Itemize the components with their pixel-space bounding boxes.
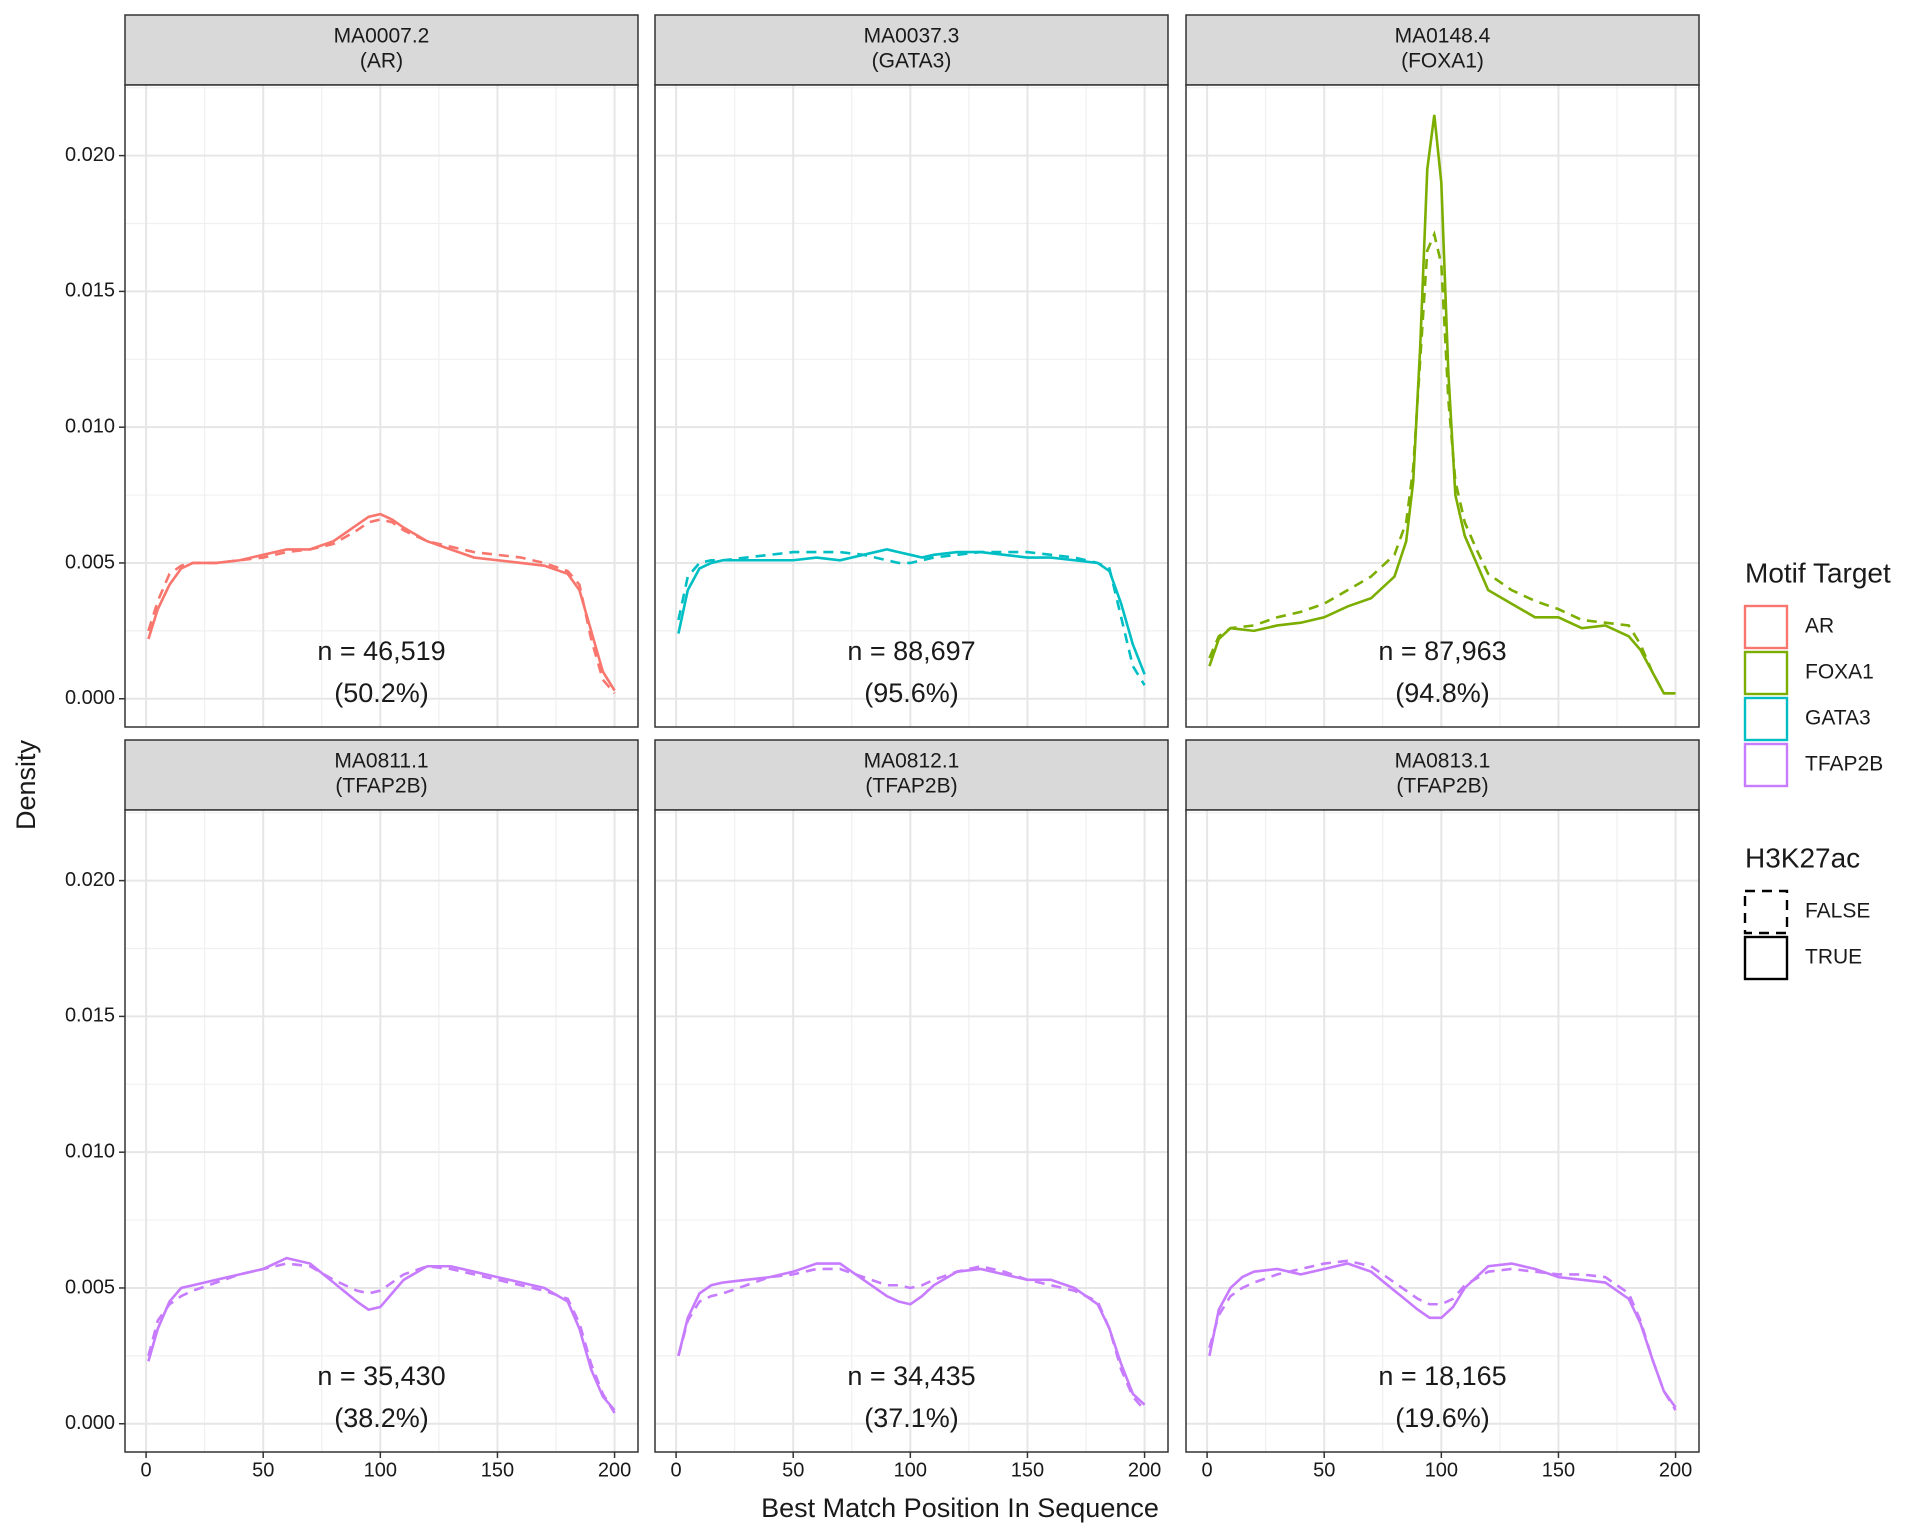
annotation: n = 34,435: [847, 1361, 975, 1391]
legend-title: H3K27ac: [1745, 842, 1860, 873]
x-tick-label: 50: [252, 1459, 274, 1481]
panel-lines: [1208, 114, 1676, 695]
legend-label: TRUE: [1805, 946, 1862, 969]
density-line: [1208, 1259, 1677, 1411]
legend-label: FALSE: [1805, 900, 1870, 923]
panel-border: [124, 84, 639, 728]
y-axis-title: Density: [11, 739, 41, 830]
y-tick-label: 0.000: [65, 687, 115, 709]
strip-label: MA0811.1: [334, 750, 428, 773]
annotation: n = 18,165: [1378, 1361, 1506, 1391]
y-tick-label: 0.015: [65, 1005, 115, 1027]
x-tick-label: 150: [1011, 1459, 1044, 1481]
density-line: [147, 1262, 616, 1414]
strip-label: MA0812.1: [864, 750, 960, 773]
legend-label: FOXA1: [1805, 661, 1874, 684]
legend-key: [1743, 742, 1789, 788]
x-tick-label: 100: [364, 1459, 397, 1481]
strip-label: (FOXA1): [1401, 50, 1484, 73]
panel-bg: [125, 810, 638, 1452]
panel-lines: [147, 512, 616, 695]
panel-bg: [1186, 810, 1699, 1452]
density-line: [677, 1264, 1146, 1412]
y-tick-label: 0.020: [65, 869, 115, 891]
strip-label: MA0037.3: [864, 25, 960, 48]
y-tick-label: 0.010: [65, 1140, 115, 1162]
y-tick-label: 0.020: [65, 144, 115, 166]
strip-label: (GATA3): [872, 50, 952, 73]
x-tick-label: 100: [1425, 1459, 1458, 1481]
density-line: [1208, 230, 1676, 695]
strip-label: (AR): [360, 50, 403, 73]
legend-label: TFAP2B: [1805, 753, 1883, 776]
legend-key: [1743, 889, 1789, 935]
legend-key: [1743, 650, 1789, 696]
y-tick-label: 0.000: [65, 1412, 115, 1434]
x-tick-label: 100: [894, 1459, 927, 1481]
y-tick-label: 0.005: [65, 551, 115, 573]
strip-label: MA0813.1: [1395, 750, 1491, 773]
panel-bg: [655, 810, 1168, 1452]
panel-lines: [677, 548, 1146, 686]
annotation: n = 87,963: [1378, 636, 1506, 666]
x-tick-label: 0: [1202, 1459, 1213, 1481]
strip: [654, 739, 1169, 811]
x-tick-label: 50: [782, 1459, 804, 1481]
panel-border: [654, 809, 1169, 1453]
annotation: (37.1%): [864, 1403, 959, 1433]
panel-bg: [655, 85, 1168, 727]
x-tick-label: 0: [671, 1459, 682, 1481]
legend-label: GATA3: [1805, 707, 1871, 730]
x-tick-label: 0: [141, 1459, 152, 1481]
annotation: (50.2%): [334, 678, 429, 708]
density-line: [1208, 1262, 1677, 1409]
y-tick-label: 0.015: [65, 280, 115, 302]
x-tick-label: 150: [1542, 1459, 1575, 1481]
y-tick-label: 0.005: [65, 1276, 115, 1298]
legend-title: Motif Target: [1745, 557, 1891, 588]
x-tick-label: 200: [1659, 1459, 1692, 1481]
strip: [124, 739, 639, 811]
panel-bg: [125, 85, 638, 727]
legend-key: [1743, 696, 1789, 742]
density-line: [147, 518, 616, 695]
annotation: n = 88,697: [847, 636, 975, 666]
strip-label: (TFAP2B): [1396, 775, 1488, 798]
density-line: [1208, 114, 1676, 695]
panel-lines: [1208, 1259, 1677, 1411]
strip: [1185, 14, 1700, 86]
density-line: [147, 1256, 616, 1412]
strip: [124, 14, 639, 86]
legend-label: AR: [1805, 615, 1834, 638]
annotation: (19.6%): [1395, 1403, 1490, 1433]
panel-lines: [147, 1256, 616, 1414]
strip-label: (TFAP2B): [335, 775, 427, 798]
strip-label: MA0148.4: [1395, 25, 1491, 48]
strip-label: (TFAP2B): [865, 775, 957, 798]
annotation: (38.2%): [334, 1403, 429, 1433]
annotation: (95.6%): [864, 678, 959, 708]
x-tick-label: 200: [1128, 1459, 1161, 1481]
annotation: (94.8%): [1395, 678, 1490, 708]
density-line: [677, 550, 1146, 686]
annotation: n = 46,519: [317, 636, 445, 666]
panel-border: [1185, 809, 1700, 1453]
panel-border: [654, 84, 1169, 728]
panel-lines: [677, 1262, 1146, 1412]
x-axis-title: Best Match Position In Sequence: [761, 1493, 1159, 1523]
legend-key: [1743, 604, 1789, 650]
strip: [654, 14, 1169, 86]
x-tick-label: 50: [1313, 1459, 1335, 1481]
strip-label: MA0007.2: [334, 25, 430, 48]
legend-key: [1743, 935, 1789, 981]
x-tick-label: 150: [481, 1459, 514, 1481]
y-tick-label: 0.010: [65, 415, 115, 437]
panel-border: [1185, 84, 1700, 728]
panel-border: [124, 809, 639, 1453]
x-tick-label: 200: [598, 1459, 631, 1481]
annotation: n = 35,430: [317, 1361, 445, 1391]
